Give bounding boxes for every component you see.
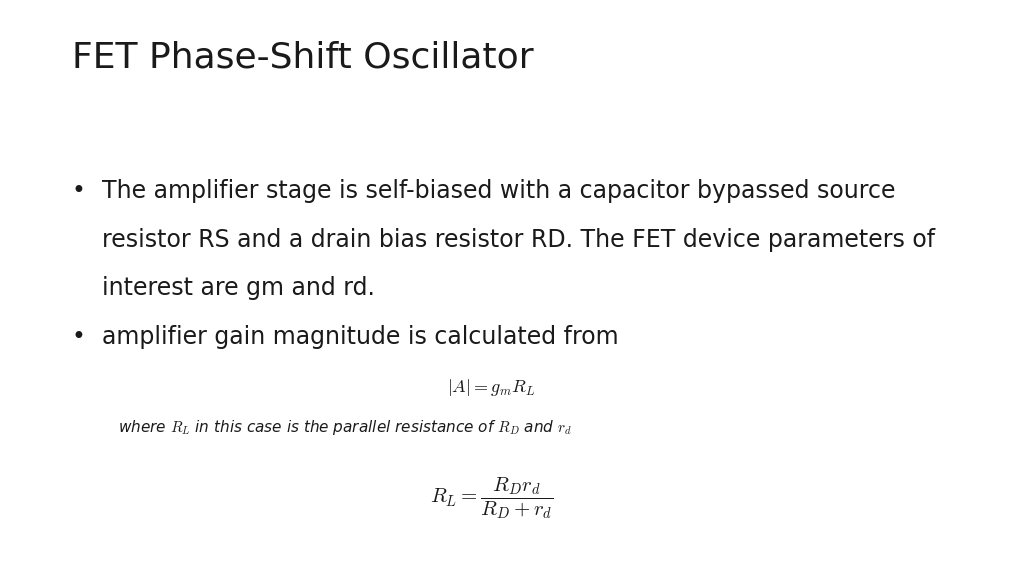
Text: $R_L = \dfrac{R_D r_d}{R_D + r_d}$: $R_L = \dfrac{R_D r_d}{R_D + r_d}$ <box>430 475 553 521</box>
Text: FET Phase-Shift Oscillator: FET Phase-Shift Oscillator <box>72 40 534 74</box>
Text: •: • <box>72 325 86 350</box>
Text: amplifier gain magnitude is calculated from: amplifier gain magnitude is calculated f… <box>102 325 620 350</box>
Text: where $R_L$ in this case is the parallel resistance of $R_D$ and $r_d$: where $R_L$ in this case is the parallel… <box>118 418 571 437</box>
Text: $|A| = g_m R_L$: $|A| = g_m R_L$ <box>447 377 536 398</box>
Text: resistor RS and a drain bias resistor RD. The FET device parameters of: resistor RS and a drain bias resistor RD… <box>102 228 936 252</box>
Text: interest are gm and rd.: interest are gm and rd. <box>102 276 375 301</box>
Text: The amplifier stage is self-biased with a capacitor bypassed source: The amplifier stage is self-biased with … <box>102 179 896 203</box>
Text: •: • <box>72 179 86 203</box>
